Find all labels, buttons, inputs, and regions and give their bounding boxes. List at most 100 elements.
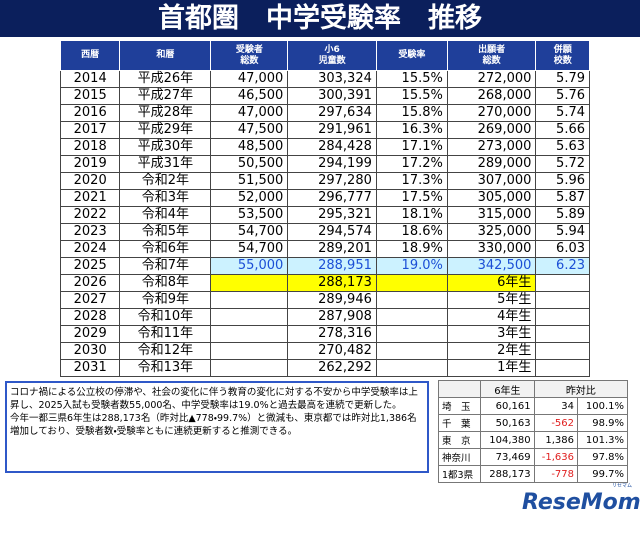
table-cell — [210, 342, 289, 360]
table-cell: 17.1% — [375, 138, 448, 156]
table-cell: 2019 — [59, 155, 121, 173]
table-cell — [535, 342, 590, 360]
header-text: 和暦 — [156, 50, 175, 60]
table-cell: 73,469 — [480, 448, 535, 466]
table-cell: 270,000 — [446, 104, 537, 122]
table-cell: 平成30年 — [119, 138, 212, 156]
table-cell: 15.5% — [375, 87, 448, 105]
table-cell: 令和2年 — [119, 172, 212, 190]
header-cell: 出願者 総数 — [446, 40, 537, 71]
header-text: 小6 — [324, 44, 340, 55]
table-cell: 令和4年 — [119, 206, 212, 224]
table-cell: 令和12年 — [119, 342, 212, 360]
table-cell: 50,163 — [480, 414, 535, 432]
table-cell: 5.96 — [535, 172, 590, 190]
table-cell: 289,000 — [446, 155, 537, 173]
table-cell: 325,000 — [446, 223, 537, 241]
table-cell: 令和5年 — [119, 223, 212, 241]
table-cell: 令和10年 — [119, 308, 212, 326]
table-cell: 令和7年 — [119, 257, 212, 275]
table-cell: 平成29年 — [119, 121, 212, 139]
table-cell: 令和8年 — [119, 274, 212, 292]
table-cell: 54,700 — [210, 223, 289, 241]
table-cell: 2029 — [59, 325, 121, 343]
header-cell: 受験者 総数 — [210, 40, 289, 71]
table-cell: 101.3% — [577, 431, 628, 449]
note-text: 今年一都三県6年生は288,173名（昨対比▲778・99.7%）と微減も、東京… — [10, 413, 417, 437]
table-row: 2030 令和12年 270,482 2年生 — [59, 342, 590, 360]
table-cell: 18.1% — [375, 206, 448, 224]
table-cell: 2027 — [59, 291, 121, 309]
table-row: 2031 令和13年 262,292 1年生 — [59, 359, 590, 377]
table-row: 2024 令和6年 54,700 289,201 18.9% 330,000 6.03 — [59, 240, 590, 258]
table-cell: 令和9年 — [119, 291, 212, 309]
table-cell: 19.0% — [375, 257, 448, 275]
table-cell — [535, 291, 590, 309]
table-row: 2023 令和5年 54,700 294,574 18.6% 325,000 5.94 — [59, 223, 590, 241]
header-text: 総数 — [482, 55, 501, 66]
table-row: 2016 平成28年 47,000 297,634 15.8% 270,000 5.74 — [59, 104, 590, 122]
table-cell — [375, 325, 448, 343]
table-cell: 305,000 — [446, 189, 537, 207]
header-cell: 西暦 — [59, 40, 121, 71]
table-cell: 2023 — [59, 223, 121, 241]
table-cell: 5.76 — [535, 87, 590, 105]
table-cell — [535, 359, 590, 377]
table-row: 2015 平成27年 46,500 300,391 15.5% 268,000 5.76 — [59, 87, 590, 105]
table-cell: 297,280 — [287, 172, 377, 190]
table-cell: 50,500 — [210, 155, 289, 173]
table-cell: 1年生 — [446, 359, 537, 377]
table-cell — [210, 325, 289, 343]
table-cell: 104,380 — [480, 431, 535, 449]
table-row: 2014 平成26年 47,000 303,324 15.5% 272,000 5.79 — [59, 70, 590, 88]
table-cell: 4年生 — [446, 308, 537, 326]
table-cell: 294,574 — [287, 223, 377, 241]
header-cell: 6年生 — [480, 380, 535, 398]
header-cell: 併願 校数 — [535, 40, 590, 71]
table-cell: 17.3% — [375, 172, 448, 190]
table-cell: 100.1% — [577, 397, 628, 415]
table-cell: 2028 — [59, 308, 121, 326]
logo: ReseMom — [522, 490, 640, 515]
table-row: 2025 令和7年 55,000 288,951 19.0% 342,500 6.23 — [59, 257, 590, 275]
table-cell: 273,000 — [446, 138, 537, 156]
table-cell: 315,000 — [446, 206, 537, 224]
table-cell: -562 — [533, 414, 579, 432]
table-row: 2020 令和2年 51,500 297,280 17.3% 307,000 5.96 — [59, 172, 590, 190]
header-cell: 昨対比 — [533, 380, 629, 398]
header-text: 総数 — [240, 55, 259, 66]
table-cell: -1,636 — [533, 448, 579, 466]
table-cell: 18.9% — [375, 240, 448, 258]
table-row: 2022 令和4年 53,500 295,321 18.1% 315,000 5.89 — [59, 206, 590, 224]
table-cell: 291,961 — [287, 121, 377, 139]
table-cell: 97.8% — [577, 448, 628, 466]
table-row: 千 葉 50,163 -562 98.9% — [437, 414, 628, 432]
table-cell — [535, 325, 590, 343]
table-cell: 2024 — [59, 240, 121, 258]
table-cell: 270,482 — [287, 342, 377, 360]
table-cell: 平成26年 — [119, 70, 212, 88]
table-cell: 15.5% — [375, 70, 448, 88]
header-text: 併願 — [553, 44, 572, 55]
table-cell: 2022 — [59, 206, 121, 224]
table-cell — [375, 308, 448, 326]
table-cell: 2年生 — [446, 342, 537, 360]
table-cell: 2020 — [59, 172, 121, 190]
table-cell — [535, 274, 590, 292]
table-row: 東 京 104,380 1,386 101.3% — [437, 431, 628, 449]
table-cell: 272,000 — [446, 70, 537, 88]
table-cell: 51,500 — [210, 172, 289, 190]
table-cell — [210, 274, 289, 292]
table-cell: 99.7% — [577, 465, 628, 483]
table-cell: 296,777 — [287, 189, 377, 207]
table-cell: 288,951 — [287, 257, 377, 275]
table-cell: 2030 — [59, 342, 121, 360]
table-cell: 269,000 — [446, 121, 537, 139]
table-row: 2019 平成31年 50,500 294,199 17.2% 289,000 5.72 — [59, 155, 590, 173]
table-cell: 5.74 — [535, 104, 590, 122]
table-cell: 60,161 — [480, 397, 535, 415]
table-cell: 294,199 — [287, 155, 377, 173]
header-text: 受験率 — [398, 50, 426, 60]
table-cell: 15.8% — [375, 104, 448, 122]
table-cell: 3年生 — [446, 325, 537, 343]
